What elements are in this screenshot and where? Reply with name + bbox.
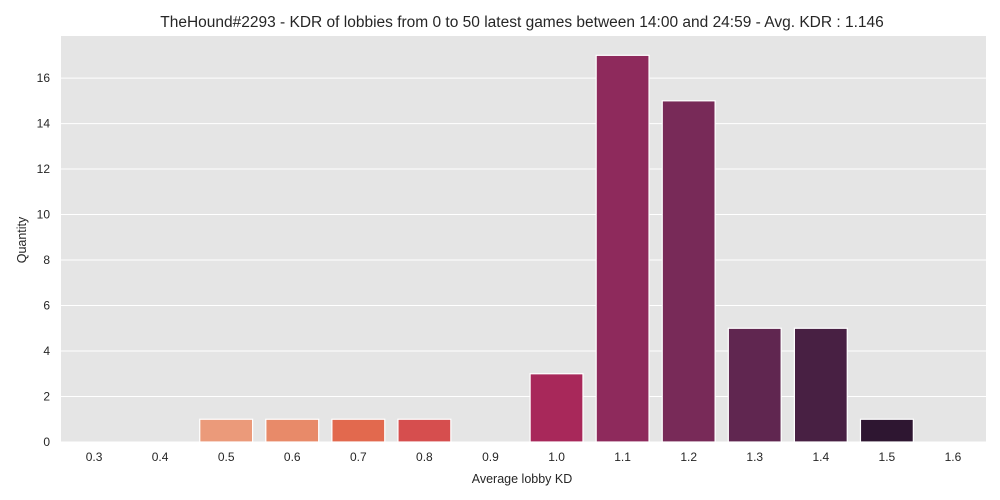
- bar-1.0: [529, 373, 584, 443]
- bar-1.4: [793, 327, 848, 443]
- bars: [199, 54, 914, 443]
- x-tick-label: 0.7: [350, 450, 367, 464]
- y-tick-label: 16: [37, 71, 51, 85]
- x-tick-label: 0.9: [482, 450, 499, 464]
- y-tick-label: 8: [43, 253, 50, 267]
- x-tick-label: 1.0: [548, 450, 565, 464]
- chart-title: TheHound#2293 - KDR of lobbies from 0 to…: [160, 14, 884, 31]
- y-tick-labels: 0 2 4 6 8 10 12 14 16: [37, 71, 51, 449]
- bar-0.6: [265, 418, 320, 443]
- y-tick-label: 14: [37, 117, 51, 131]
- x-tick-label: 0.5: [218, 450, 235, 464]
- bar-0.8: [397, 418, 452, 443]
- x-tick-label: 0.6: [284, 450, 301, 464]
- x-tick-label: 1.2: [680, 450, 697, 464]
- bar-1.3: [727, 327, 782, 443]
- x-tick-label: 1.1: [614, 450, 631, 464]
- y-tick-label: 12: [37, 162, 51, 176]
- x-tick-label: 1.4: [812, 450, 829, 464]
- y-tick-label: 6: [43, 299, 50, 313]
- bar-1.2: [661, 100, 716, 443]
- y-axis-label: Quantity: [15, 216, 29, 263]
- x-tick-label: 0.3: [86, 450, 103, 464]
- x-tick-label: 0.4: [152, 450, 169, 464]
- y-tick-label: 10: [37, 208, 51, 222]
- x-axis-label: Average lobby KD: [472, 472, 573, 486]
- x-tick-label: 1.5: [879, 450, 896, 464]
- x-tick-label: 0.8: [416, 450, 433, 464]
- x-tick-labels: 0.3 0.4 0.5 0.6 0.7 0.8 0.9 1.0 1.1 1.2 1.3 1.4 1.5 1…: [86, 450, 962, 464]
- x-tick-label: 1.6: [945, 450, 962, 464]
- y-tick-label: 2: [43, 390, 50, 404]
- x-tick-label: 1.3: [746, 450, 763, 464]
- bar-0.5: [199, 418, 254, 443]
- bar-0.7: [331, 418, 386, 443]
- bar-1.5: [859, 418, 914, 443]
- y-tick-label: 0: [43, 435, 50, 449]
- bar-1.1: [595, 54, 650, 443]
- y-tick-label: 4: [43, 344, 50, 358]
